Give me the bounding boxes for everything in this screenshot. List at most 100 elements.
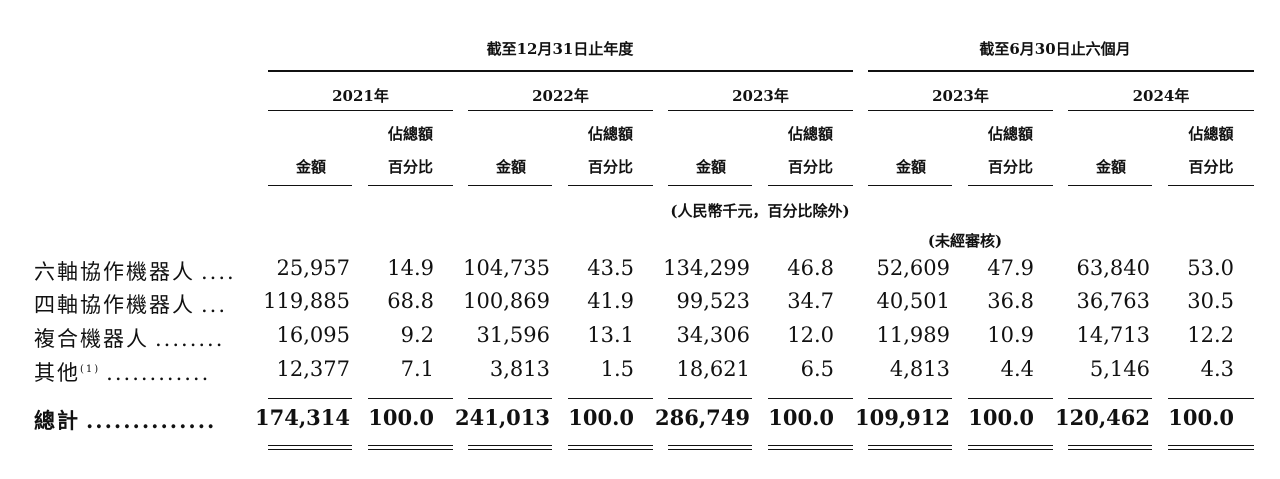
column-rule: [468, 185, 552, 186]
percentage-cell: 47.9: [987, 256, 1034, 280]
amount-cell: 25,957: [276, 256, 350, 280]
total-top-rule: [868, 398, 952, 399]
total-double-rule: [1168, 445, 1254, 450]
total-double-rule: [268, 445, 352, 450]
total-top-rule: [1068, 398, 1152, 399]
amount-cell: 109,912: [855, 405, 950, 430]
amount-cell: 3,813: [489, 357, 550, 381]
leader-dots: ...: [201, 293, 228, 317]
percentage-header: 佔總額 百分比: [568, 123, 653, 178]
percentage-cell: 12.2: [1187, 323, 1234, 347]
amount-header: 金額: [1095, 158, 1126, 176]
total-double-rule: [468, 445, 552, 450]
year-rule: [868, 110, 1053, 111]
percentage-header-line2: 百分比: [1188, 158, 1234, 176]
percentage-cell: 36.8: [987, 289, 1034, 313]
group-header-fiscal-year: 截至12月31日止年度: [486, 40, 634, 58]
row-label-text: 四軸協作機器人: [34, 293, 195, 317]
percentage-cell: 13.1: [587, 323, 634, 347]
percentage-cell: 6.5: [800, 357, 834, 381]
amount-cell: 174,314: [255, 405, 350, 430]
amount-cell: 99,523: [676, 289, 750, 313]
percentage-cell: 9.2: [400, 323, 434, 347]
percentage-cell: 100.0: [1168, 405, 1234, 430]
column-rule: [768, 185, 853, 186]
column-rule: [568, 185, 653, 186]
amount-cell: 31,596: [476, 323, 550, 347]
year-rule: [668, 110, 853, 111]
percentage-cell: 10.9: [987, 323, 1034, 347]
percentage-cell: 4.3: [1200, 357, 1234, 381]
column-rule: [368, 185, 453, 186]
row-label-text: 總計: [34, 408, 80, 433]
year-header: 2023年: [732, 87, 789, 105]
amount-cell: 63,840: [1076, 256, 1150, 280]
percentage-cell: 100.0: [368, 405, 434, 430]
row-label: 四軸協作機器人...: [34, 289, 227, 319]
percentage-cell: 14.9: [387, 256, 434, 280]
total-top-rule: [968, 398, 1053, 399]
amount-header: 金額: [695, 158, 726, 176]
percentage-header: 佔總額 百分比: [968, 123, 1053, 178]
amount-cell: 286,749: [655, 405, 750, 430]
percentage-cell: 34.7: [787, 289, 834, 313]
total-label: 總計..............: [34, 405, 216, 435]
year-header: 2024年: [1132, 87, 1190, 105]
unit-note: (人民幣千元，百分比除外): [670, 202, 850, 220]
total-top-rule: [268, 398, 352, 399]
total-top-rule: [468, 398, 552, 399]
total-double-rule: [968, 445, 1053, 450]
total-double-rule: [568, 445, 653, 450]
row-label-text: 六軸協作機器人: [34, 260, 195, 284]
total-double-rule: [368, 445, 453, 450]
row-label: 其他(1)............: [34, 357, 210, 387]
group-header-six-months: 截至6月30日止六個月: [979, 40, 1131, 58]
percentage-header: 佔總額 百分比: [768, 123, 853, 178]
total-top-rule: [368, 398, 453, 399]
total-double-rule: [668, 445, 752, 450]
percentage-header-line1: 佔總額: [1188, 125, 1234, 143]
percentage-cell: 100.0: [968, 405, 1034, 430]
year-header: 2022年: [532, 87, 589, 105]
group-rule-fiscal-year: [268, 70, 853, 72]
amount-header: 金額: [495, 158, 526, 176]
amount-cell: 52,609: [876, 256, 950, 280]
row-label-text: 複合機器人: [34, 327, 149, 351]
percentage-cell: 100.0: [568, 405, 634, 430]
percentage-cell: 7.1: [400, 357, 434, 381]
year-rule: [268, 110, 453, 111]
unaudited-note: (未經審核): [927, 232, 1003, 250]
amount-cell: 100,869: [463, 289, 550, 313]
percentage-header: 佔總額 百分比: [1168, 123, 1254, 178]
amount-cell: 5,146: [1089, 357, 1150, 381]
amount-cell: 104,735: [463, 256, 550, 280]
year-rule: [1068, 110, 1254, 111]
percentage-header-line2: 百分比: [787, 158, 833, 176]
row-label: 複合機器人........: [34, 323, 224, 353]
total-double-rule: [768, 445, 853, 450]
percentage-header-line1: 佔總額: [387, 125, 433, 143]
amount-cell: 119,885: [263, 289, 350, 313]
total-double-rule: [1068, 445, 1152, 450]
footnote-marker: (1): [80, 364, 101, 375]
percentage-header-line1: 佔總額: [587, 125, 633, 143]
total-top-rule: [1168, 398, 1254, 399]
amount-cell: 11,989: [876, 323, 950, 347]
amount-cell: 4,813: [889, 357, 950, 381]
amount-cell: 134,299: [663, 256, 750, 280]
total-top-rule: [668, 398, 752, 399]
percentage-header-line2: 百分比: [987, 158, 1033, 176]
column-rule: [1168, 185, 1254, 186]
amount-cell: 16,095: [276, 323, 350, 347]
percentage-cell: 1.5: [600, 357, 634, 381]
amount-cell: 18,621: [676, 357, 750, 381]
leader-dots: ............: [106, 361, 211, 385]
amount-cell: 14,713: [1076, 323, 1150, 347]
amount-cell: 34,306: [676, 323, 750, 347]
percentage-header-line2: 百分比: [387, 158, 433, 176]
year-header: 2023年: [932, 87, 989, 105]
percentage-header-line1: 佔總額: [787, 125, 833, 143]
amount-cell: 40,501: [876, 289, 950, 313]
row-label-text: 其他: [34, 361, 80, 385]
